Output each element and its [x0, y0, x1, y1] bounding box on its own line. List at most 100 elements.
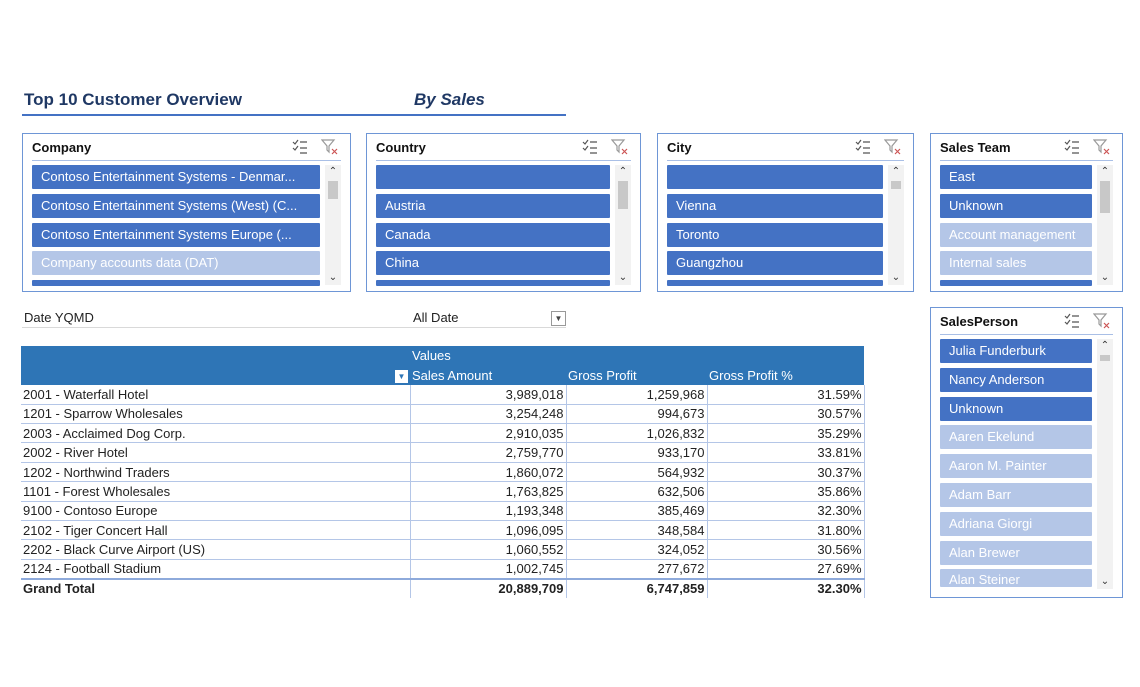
- slicer-item[interactable]: Adam Barr: [940, 482, 1092, 507]
- value-cell: 2,759,770: [410, 442, 567, 463]
- scrollbar[interactable]: ⌃ ⌄: [325, 165, 341, 285]
- report-header: Top 10 Customer Overview By Sales: [22, 88, 566, 116]
- slicer-item[interactable]: Contoso Entertainment Systems (West) (C.…: [32, 193, 320, 218]
- clear-filter-icon[interactable]: [321, 138, 339, 156]
- row-label[interactable]: 1201 - Sparrow Wholesales: [21, 404, 411, 425]
- slicer-title: Sales Team: [940, 140, 1011, 155]
- row-label[interactable]: 2102 - Tiger Concert Hall: [21, 520, 411, 541]
- scrollbar[interactable]: ⌃ ⌄: [888, 165, 904, 285]
- slicer-item[interactable]: [667, 165, 883, 189]
- row-label[interactable]: 2002 - River Hotel: [21, 442, 411, 463]
- scroll-thumb[interactable]: [618, 181, 628, 209]
- slicer-item[interactable]: Account management: [940, 222, 1092, 247]
- scroll-up-icon[interactable]: ⌃: [328, 166, 338, 177]
- pivot-header-row: Values: [21, 346, 864, 366]
- slicer-item-partial[interactable]: [667, 280, 883, 287]
- scroll-down-icon[interactable]: ⌄: [891, 272, 901, 283]
- row-label[interactable]: 2003 - Acclaimed Dog Corp.: [21, 423, 411, 444]
- scroll-thumb[interactable]: [328, 181, 338, 199]
- slicer-header: Company: [32, 134, 341, 161]
- value-cell: 1,096,095: [410, 520, 567, 541]
- values-header: Values: [410, 346, 864, 366]
- multi-select-icon[interactable]: [292, 139, 308, 155]
- slicer-item[interactable]: Alan Steiner: [940, 569, 1092, 588]
- scroll-down-icon[interactable]: ⌄: [328, 272, 338, 283]
- slicer-item[interactable]: Aaron M. Painter: [940, 454, 1092, 479]
- column-header[interactable]: Gross Profit %: [707, 365, 864, 385]
- slicer-item[interactable]: Adriana Giorgi: [940, 511, 1092, 536]
- table-row: 2102 - Tiger Concert Hall 1,096,095 348,58…: [21, 520, 865, 541]
- row-label-header[interactable]: ▼: [21, 365, 410, 385]
- report-filter: Date YQMD All Date ▼: [22, 307, 566, 328]
- row-label[interactable]: 1202 - Northwind Traders: [21, 462, 411, 483]
- scroll-thumb[interactable]: [1100, 181, 1110, 213]
- filter-label: Date YQMD: [24, 310, 94, 325]
- scroll-down-icon[interactable]: ⌄: [618, 272, 628, 283]
- slicer-item[interactable]: Contoso Entertainment Systems - Denmar..…: [32, 165, 320, 189]
- value-cell: 1,860,072: [410, 462, 567, 483]
- slicer-item[interactable]: Toronto: [667, 222, 883, 247]
- slicer-item[interactable]: Julia Funderburk: [940, 339, 1092, 363]
- value-cell: 33.81%: [707, 442, 865, 463]
- scroll-down-icon[interactable]: ⌄: [1100, 576, 1110, 587]
- scroll-up-icon[interactable]: ⌃: [1100, 340, 1110, 351]
- value-cell: 1,763,825: [410, 481, 567, 502]
- scroll-up-icon[interactable]: ⌃: [891, 166, 901, 177]
- clear-filter-icon[interactable]: [611, 138, 629, 156]
- scroll-down-icon[interactable]: ⌄: [1100, 272, 1110, 283]
- slicer-item[interactable]: Contoso Entertainment Systems Europe (..…: [32, 222, 320, 247]
- sort-descending-icon[interactable]: ▼: [395, 369, 408, 383]
- slicer-item-list: Austria Canada China: [376, 165, 610, 291]
- slicer-item-partial[interactable]: [940, 280, 1092, 287]
- row-label[interactable]: 2124 - Football Stadium: [21, 559, 411, 580]
- row-label[interactable]: 9100 - Contoso Europe: [21, 501, 411, 522]
- column-header[interactable]: Sales Amount: [410, 365, 566, 385]
- slicer-item[interactable]: China: [376, 251, 610, 276]
- row-label[interactable]: 1101 - Forest Wholesales: [21, 481, 411, 502]
- scroll-thumb[interactable]: [1100, 355, 1110, 361]
- slicer-item-partial[interactable]: [32, 280, 320, 287]
- slicer-item[interactable]: Unknown: [940, 396, 1092, 421]
- filter-value[interactable]: All Date: [413, 310, 459, 325]
- multi-select-icon[interactable]: [855, 139, 871, 155]
- slicer-item[interactable]: Aaren Ekelund: [940, 425, 1092, 450]
- slicer-item[interactable]: Guangzhou: [667, 251, 883, 276]
- row-label[interactable]: 2001 - Waterfall Hotel: [21, 384, 411, 405]
- scrollbar[interactable]: ⌃ ⌄: [1097, 165, 1113, 285]
- slicer-item[interactable]: East: [940, 165, 1092, 189]
- slicer-header: Sales Team: [940, 134, 1113, 161]
- value-cell: 385,469: [566, 501, 708, 522]
- clear-filter-icon[interactable]: [1093, 138, 1111, 156]
- scrollbar[interactable]: ⌃ ⌄: [1097, 339, 1113, 589]
- value-cell: 31.59%: [707, 384, 865, 405]
- slicer-item-partial[interactable]: [376, 280, 610, 287]
- slicer-item[interactable]: Internal sales: [940, 251, 1092, 276]
- slicer-item[interactable]: Unknown: [940, 193, 1092, 218]
- slicer-item-list: Contoso Entertainment Systems - Denmar..…: [32, 165, 320, 291]
- value-cell: 30.56%: [707, 539, 865, 560]
- multi-select-icon[interactable]: [1064, 313, 1080, 329]
- scroll-up-icon[interactable]: ⌃: [1100, 166, 1110, 177]
- slicer-sales-team: Sales Team East Unknown Account manageme…: [930, 133, 1123, 292]
- slicer-item[interactable]: Austria: [376, 193, 610, 218]
- value-cell: 277,672: [566, 559, 708, 580]
- table-row: 1101 - Forest Wholesales 1,763,825 632,506…: [21, 481, 865, 502]
- slicer-item[interactable]: Company accounts data (DAT): [32, 251, 320, 276]
- multi-select-icon[interactable]: [582, 139, 598, 155]
- scroll-up-icon[interactable]: ⌃: [618, 166, 628, 177]
- table-row: 1202 - Northwind Traders 1,860,072 564,932…: [21, 462, 865, 483]
- scroll-thumb[interactable]: [891, 181, 901, 189]
- column-header[interactable]: Gross Profit: [566, 365, 707, 385]
- multi-select-icon[interactable]: [1064, 139, 1080, 155]
- dropdown-arrow-icon[interactable]: ▼: [551, 311, 566, 326]
- row-label[interactable]: 2202 - Black Curve Airport (US): [21, 539, 411, 560]
- slicer-item[interactable]: Nancy Anderson: [940, 367, 1092, 392]
- clear-filter-icon[interactable]: [1093, 312, 1111, 330]
- clear-filter-icon[interactable]: [884, 138, 902, 156]
- slicer-item[interactable]: Alan Brewer: [940, 540, 1092, 565]
- slicer-item[interactable]: [376, 165, 610, 189]
- slicer-item[interactable]: Canada: [376, 222, 610, 247]
- scrollbar[interactable]: ⌃ ⌄: [615, 165, 631, 285]
- table-row: 2124 - Football Stadium 1,002,745 277,672 2…: [21, 559, 865, 580]
- slicer-item[interactable]: Vienna: [667, 193, 883, 218]
